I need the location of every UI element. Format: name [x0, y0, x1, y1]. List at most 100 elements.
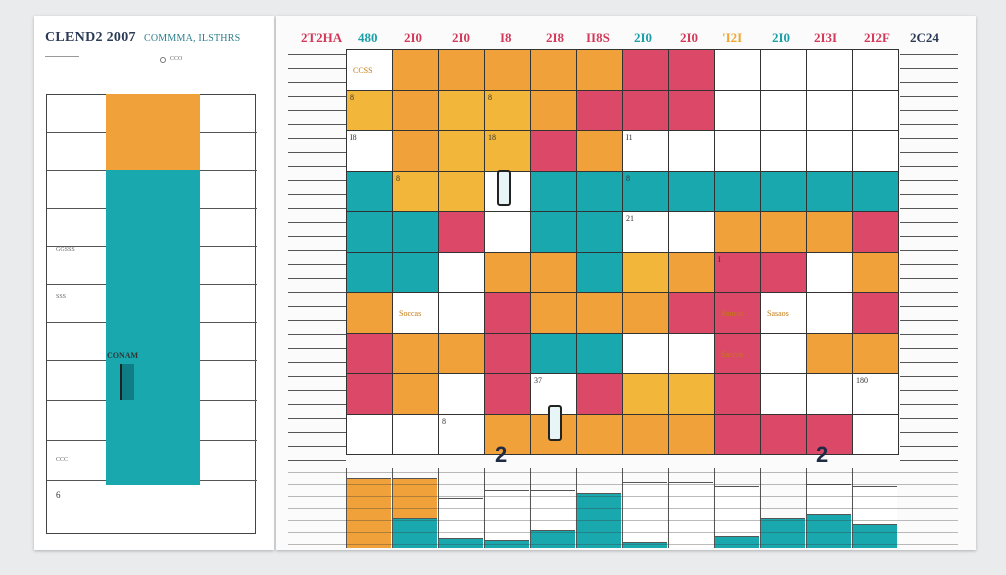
calendar-cell[interactable]: 8 [438, 413, 485, 455]
calendar-cell[interactable] [346, 332, 393, 374]
calendar-cell[interactable] [530, 332, 577, 374]
calendar-cell[interactable] [760, 251, 807, 293]
calendar-cell[interactable] [484, 292, 531, 334]
calendar-cell[interactable] [622, 49, 669, 91]
calendar-cell[interactable] [852, 89, 899, 131]
calendar-cell[interactable] [576, 89, 623, 131]
calendar-cell[interactable] [668, 49, 715, 91]
calendar-cell[interactable] [530, 170, 577, 212]
calendar-cell[interactable] [760, 373, 807, 415]
calendar-cell[interactable] [530, 49, 577, 91]
calendar-cell[interactable] [392, 413, 439, 455]
calendar-cell[interactable] [438, 251, 485, 293]
calendar-cell[interactable] [576, 373, 623, 415]
calendar-cell[interactable] [346, 292, 393, 334]
calendar-cell[interactable] [484, 373, 531, 415]
calendar-cell[interactable] [346, 413, 393, 455]
calendar-cell[interactable] [668, 332, 715, 374]
calendar-cell[interactable]: Sasaos [760, 292, 807, 334]
calendar-cell[interactable]: CCSS [346, 49, 393, 91]
calendar-cell[interactable] [438, 373, 485, 415]
calendar-cell[interactable] [852, 292, 899, 334]
calendar-cell[interactable] [806, 49, 853, 91]
calendar-cell[interactable] [392, 373, 439, 415]
calendar-cell[interactable] [852, 49, 899, 91]
calendar-cell[interactable] [760, 170, 807, 212]
calendar-cell[interactable] [346, 211, 393, 253]
calendar-cell[interactable] [852, 251, 899, 293]
calendar-cell[interactable]: I1 [622, 130, 669, 172]
calendar-cell[interactable]: 8 [622, 170, 669, 212]
calendar-cell[interactable] [760, 211, 807, 253]
calendar-cell[interactable] [714, 89, 761, 131]
calendar-cell[interactable] [852, 130, 899, 172]
calendar-cell[interactable] [576, 292, 623, 334]
calendar-cell[interactable] [622, 251, 669, 293]
calendar-cell[interactable] [668, 89, 715, 131]
calendar-cell[interactable] [484, 49, 531, 91]
calendar-cell[interactable] [622, 413, 669, 455]
calendar-cell[interactable] [576, 170, 623, 212]
calendar-cell[interactable] [714, 211, 761, 253]
calendar-cell[interactable] [806, 211, 853, 253]
calendar-cell[interactable] [392, 332, 439, 374]
calendar-cell[interactable]: 8 [346, 89, 393, 131]
calendar-cell[interactable] [530, 130, 577, 172]
calendar-cell[interactable] [576, 332, 623, 374]
calendar-cell[interactable] [530, 251, 577, 293]
calendar-cell[interactable] [438, 170, 485, 212]
calendar-cell[interactable] [806, 373, 853, 415]
calendar-cell[interactable] [346, 170, 393, 212]
calendar-cell[interactable] [806, 251, 853, 293]
calendar-cell[interactable] [438, 211, 485, 253]
calendar-cell[interactable] [714, 373, 761, 415]
calendar-cell[interactable] [346, 251, 393, 293]
calendar-cell[interactable]: 21 [622, 211, 669, 253]
calendar-cell[interactable] [438, 332, 485, 374]
calendar-cell[interactable] [852, 332, 899, 374]
calendar-cell[interactable] [668, 292, 715, 334]
calendar-cell[interactable] [576, 251, 623, 293]
calendar-cell[interactable] [346, 373, 393, 415]
calendar-cell[interactable] [576, 413, 623, 455]
calendar-cell[interactable] [806, 292, 853, 334]
calendar-cell[interactable] [484, 413, 531, 455]
calendar-cell[interactable] [760, 49, 807, 91]
calendar-cell[interactable] [438, 130, 485, 172]
calendar-cell[interactable] [806, 89, 853, 131]
calendar-cell[interactable]: Soncas [714, 292, 761, 334]
calendar-cell[interactable] [668, 251, 715, 293]
calendar-cell[interactable] [392, 251, 439, 293]
calendar-cell[interactable] [438, 292, 485, 334]
calendar-cell[interactable]: I8 [346, 130, 393, 172]
calendar-cell[interactable] [760, 130, 807, 172]
calendar-cell[interactable] [714, 130, 761, 172]
calendar-cell[interactable]: 8 [484, 89, 531, 131]
calendar-cell[interactable] [760, 413, 807, 455]
calendar-cell[interactable] [576, 211, 623, 253]
calendar-cell[interactable]: Soccas [392, 292, 439, 334]
calendar-cell[interactable] [576, 49, 623, 91]
calendar-cell[interactable] [438, 49, 485, 91]
calendar-cell[interactable] [392, 49, 439, 91]
calendar-cell[interactable] [530, 211, 577, 253]
calendar-cell[interactable] [392, 130, 439, 172]
calendar-cell[interactable]: 180 [852, 373, 899, 415]
calendar-cell[interactable] [484, 251, 531, 293]
calendar-cell[interactable] [484, 211, 531, 253]
calendar-cell[interactable] [530, 89, 577, 131]
calendar-cell[interactable] [668, 413, 715, 455]
calendar-cell[interactable] [668, 373, 715, 415]
calendar-cell[interactable] [622, 89, 669, 131]
calendar-cell[interactable] [668, 211, 715, 253]
calendar-cell[interactable] [622, 332, 669, 374]
calendar-cell[interactable] [668, 130, 715, 172]
calendar-cell[interactable] [852, 170, 899, 212]
calendar-cell[interactable] [392, 89, 439, 131]
calendar-cell[interactable] [622, 373, 669, 415]
calendar-cell[interactable] [806, 332, 853, 374]
calendar-cell[interactable] [576, 130, 623, 172]
calendar-cell[interactable] [806, 170, 853, 212]
calendar-cell[interactable]: I [714, 251, 761, 293]
calendar-cell[interactable] [438, 89, 485, 131]
